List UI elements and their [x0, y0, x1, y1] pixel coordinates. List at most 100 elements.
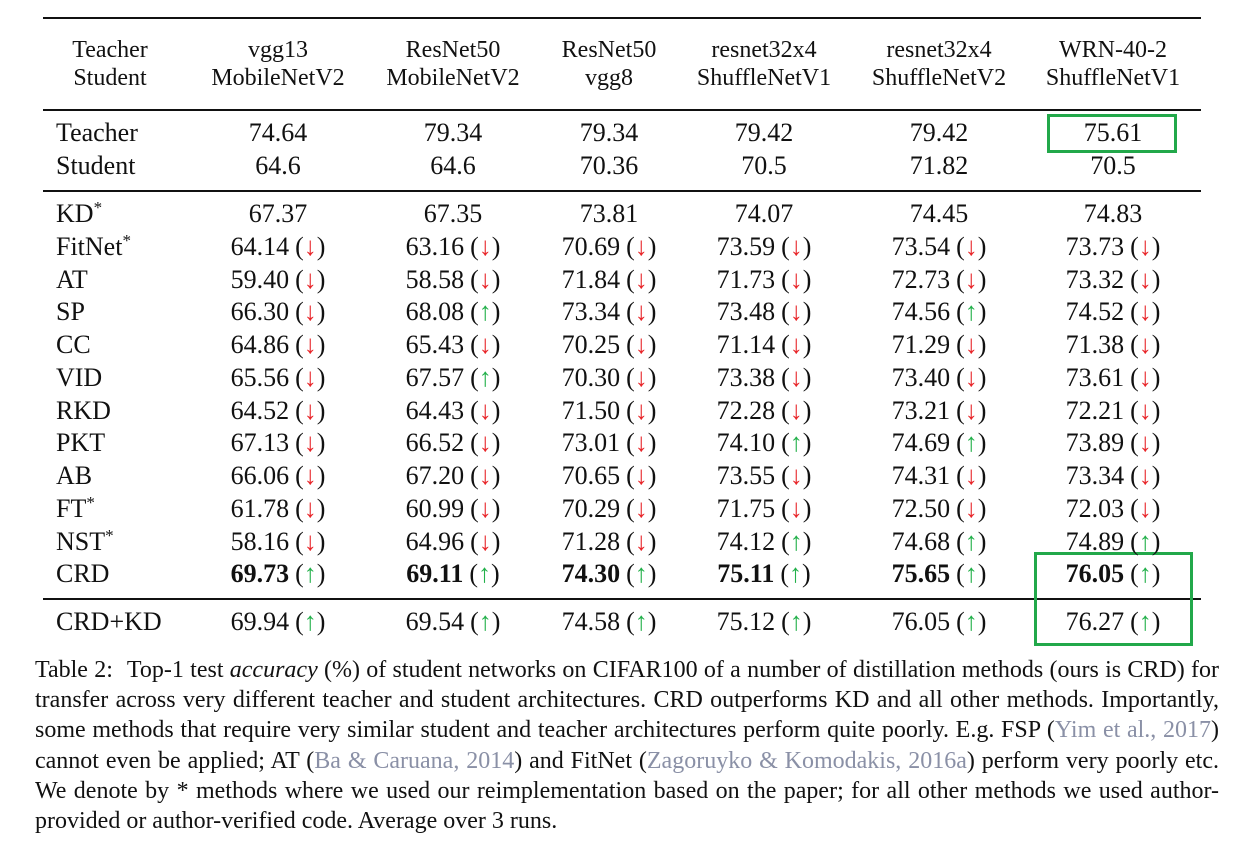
row-label-text: AT [56, 264, 88, 294]
arrow-glyph: ↓ [478, 428, 492, 458]
cell-arrow: (↓) [295, 395, 326, 425]
cell-arrow: (↑) [470, 607, 501, 636]
cell-value: 59.40 [230, 264, 290, 294]
cell-arrow: (↓) [626, 526, 657, 556]
cell-value: 74.07 [734, 199, 794, 228]
cell: 79.42 [735, 120, 794, 146]
cell-value: 60.99 [405, 493, 465, 523]
arrow-glyph: ↓ [634, 231, 648, 261]
cell-value: 73.73 [1065, 231, 1125, 261]
row-label-text: FitNet [56, 231, 123, 261]
arrow-glyph: ↓ [303, 493, 317, 523]
cell-arrow: (↑) [626, 559, 657, 589]
arrow-glyph: ↓ [478, 264, 492, 294]
cell: 74.52 (↓) [1066, 299, 1161, 325]
arrow-glyph: ↑ [478, 607, 492, 636]
caption-text: Zagoruyko & Komodakis, 2016a [646, 747, 967, 774]
arrow-glyph: ↓ [789, 362, 803, 392]
arrow-glyph: ↓ [303, 526, 317, 556]
cell: 73.34 (↓) [1066, 463, 1161, 489]
arrow-glyph: ↓ [1138, 493, 1152, 523]
cell-arrow: (↓) [470, 461, 501, 490]
cell-arrow: (↓) [1130, 231, 1161, 261]
cell: 74.64 [249, 120, 308, 146]
cell-arrow: (↓) [295, 493, 326, 523]
column-header: ShuffleNetV1 [1045, 65, 1181, 91]
cell-arrow: (↑) [1130, 526, 1161, 556]
cell-value: 70.5 [1090, 151, 1136, 180]
cell: 74.58 (↑) [562, 609, 657, 635]
cell-value: 75.61 [1083, 118, 1143, 147]
cell-value: 66.52 [405, 428, 465, 458]
cell-value: 64.6 [255, 151, 301, 180]
cell: 69.11 (↑) [406, 561, 499, 587]
column-header: ResNet50 [405, 37, 501, 63]
cell: 73.81 [580, 201, 639, 227]
row-label-text: Student [56, 151, 136, 180]
arrow-glyph: ↓ [789, 231, 803, 261]
cell-value: 65.43 [405, 330, 465, 359]
cell: 74.83 [1084, 201, 1143, 227]
cell-value: 73.34 [1065, 461, 1125, 490]
cell: 58.16 (↓) [231, 526, 326, 556]
row-label: SP [56, 299, 85, 325]
row-label: Teacher [56, 120, 138, 146]
cell: 71.14 (↓) [717, 332, 812, 358]
cell-arrow: (↑) [295, 607, 326, 636]
cell-value: 61.78 [230, 493, 290, 523]
cell: 70.5 [741, 153, 787, 179]
cell-value: 73.34 [561, 297, 621, 327]
row-label-text: Teacher [56, 118, 138, 147]
arrow-glyph: ↓ [789, 395, 803, 425]
arrow-glyph: ↓ [303, 461, 317, 490]
cell: 73.55 (↓) [717, 463, 812, 489]
row-label-mark: * [93, 198, 103, 217]
column-header: ShuffleNetV2 [871, 65, 1007, 91]
cell: 76.27 (↑) [1066, 609, 1161, 635]
arrow-glyph: ↓ [634, 493, 648, 523]
cell-arrow: (↓) [626, 231, 657, 261]
arrow-glyph: ↓ [303, 395, 317, 425]
cell-value: 70.5 [741, 151, 787, 180]
cell-arrow: (↑) [626, 607, 657, 636]
arrow-glyph: ↓ [1138, 231, 1152, 261]
cell-value: 67.13 [230, 428, 290, 458]
cell: 60.99 (↓) [405, 493, 501, 523]
cell: 72.03 (↓) [1066, 493, 1161, 523]
cell: 71.84 (↓) [562, 266, 657, 293]
column-header: resnet32x4 [711, 37, 817, 63]
row-label: RKD [56, 397, 111, 424]
cell-value: 79.34 [579, 118, 639, 147]
arrow-glyph: ↓ [303, 330, 317, 359]
cell-arrow: (↑) [1130, 607, 1161, 636]
row-label: AT [56, 264, 88, 294]
cell: 73.38 (↓) [717, 362, 812, 392]
cell-arrow: (↑) [780, 559, 811, 589]
arrow-glyph: ↑ [478, 559, 492, 589]
header-label: Teacher [72, 37, 148, 63]
cell: 73.01 (↓) [562, 430, 657, 456]
row-label: KD* [56, 198, 103, 227]
arrow-glyph: ↓ [478, 231, 492, 261]
cell-value: 71.73 [716, 264, 776, 294]
cell-value: 76.05 [891, 607, 951, 636]
arrow-glyph: ↑ [634, 559, 648, 589]
cell-arrow: (↓) [956, 395, 987, 425]
cell-arrow: (↑) [469, 559, 500, 589]
cell-arrow: (↓) [956, 330, 987, 359]
cell-arrow: (↑) [956, 428, 987, 458]
cell-arrow: (↓) [1130, 395, 1161, 425]
cell-arrow: (↑) [781, 526, 812, 556]
cell-value: 69.73 [230, 559, 290, 589]
arrow-glyph: ↓ [634, 330, 648, 359]
cell-value: 67.37 [248, 199, 308, 228]
cell-value: 67.57 [405, 362, 465, 392]
cell: 58.58 (↓) [406, 264, 501, 294]
cell-arrow: (↑) [1130, 559, 1161, 589]
arrow-glyph: ↑ [634, 607, 648, 636]
cell: 72.28 (↓) [717, 395, 812, 425]
cell-value: 74.56 [891, 297, 951, 327]
cell: 74.89 (↑) [1066, 526, 1161, 556]
cell: 73.21 (↓) [892, 395, 987, 425]
cell: 64.96 (↓) [406, 528, 501, 555]
